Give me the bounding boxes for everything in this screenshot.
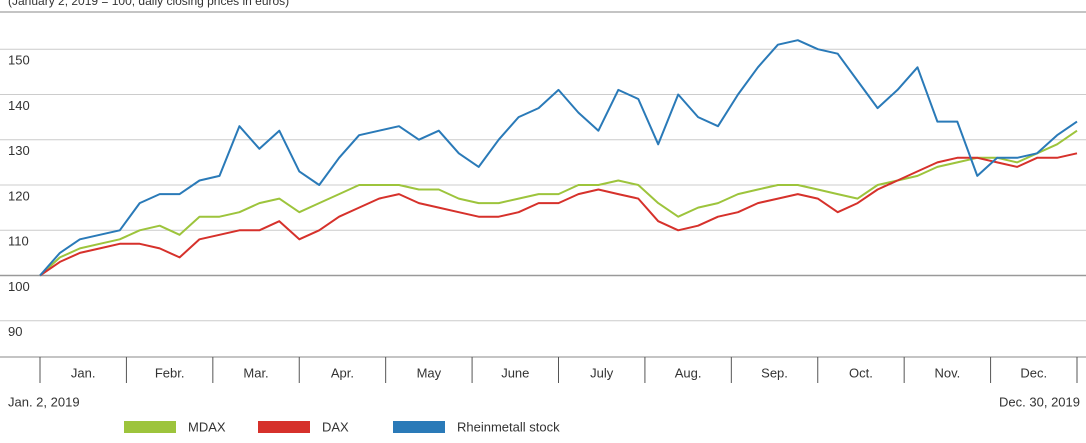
x-tick-label: Dec. [1020,365,1047,380]
y-tick-label: 150 [8,53,30,68]
x-tick-label: Mar. [243,365,268,380]
x-tick-label: Sep. [761,365,788,380]
legend-label: Rheinmetall stock [457,419,560,434]
legend-swatch [124,421,176,433]
legend-swatch [258,421,310,433]
legend-swatch [393,421,445,433]
x-tick-label: June [501,365,529,380]
y-tick-label: 120 [8,188,30,203]
series-line [39,152,1078,277]
legend-label: DAX [322,419,349,434]
legend-label: MDAX [188,419,226,434]
y-tick-label: 90 [8,324,22,339]
x-tick-label: July [590,365,614,380]
series-line [39,129,1078,277]
chart-subtitle: (January 2, 2019 = 100; daily closing pr… [8,0,289,8]
y-tick-label: 140 [8,98,30,113]
x-tick-label: Febr. [155,365,185,380]
x-tick-label: Oct. [849,365,873,380]
x-tick-label: Aug. [675,365,702,380]
start-date: Jan. 2, 2019 [8,394,80,409]
end-date: Dec. 30, 2019 [999,394,1080,409]
series-line [39,39,1078,277]
x-tick-label: May [417,365,442,380]
x-tick-label: Jan. [71,365,96,380]
x-tick-label: Nov. [934,365,960,380]
y-tick-label: 110 [8,234,29,249]
y-tick-label: 100 [8,279,30,294]
y-tick-label: 130 [8,143,30,158]
x-tick-label: Apr. [331,365,354,380]
